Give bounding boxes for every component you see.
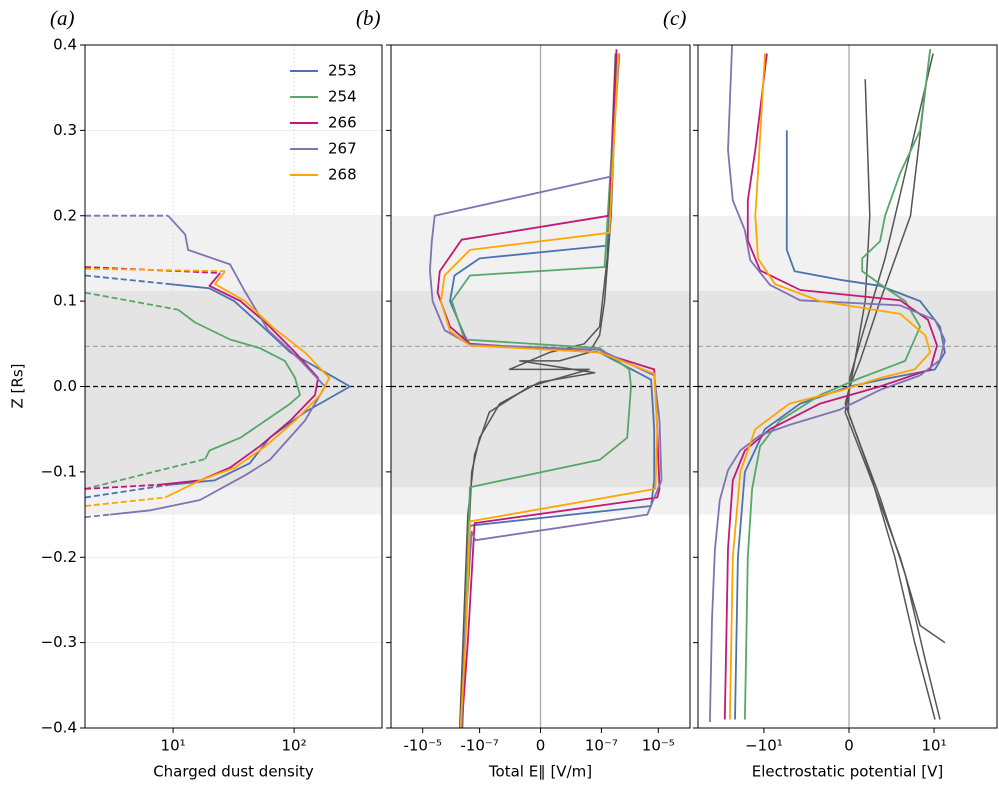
x-axis-label: Electrostatic potential [V] [752,763,943,781]
panel-title: (b) [356,6,381,30]
x-tick-label: 10¹ [921,737,946,755]
legend-label: 268 [328,166,357,184]
x-tick-label: 0 [844,737,854,755]
legend-label: 253 [328,62,357,80]
y-axis-label: Z [Rs] [9,364,27,409]
x-tick-label: 10² [282,737,307,755]
y-tick-label: 0.0 [53,377,77,395]
x-tick-label: 10¹ [161,737,186,755]
reference-curve [458,53,617,729]
series-dashed-line [84,513,110,518]
series-dashed-line [84,267,226,273]
series-line [159,272,319,486]
y-tick-label: 0.1 [53,292,77,310]
y-tick-label: −0.3 [41,633,77,651]
series-dashed-line [84,274,170,285]
y-tick-label: −0.4 [41,719,77,737]
legend-label: 254 [328,88,357,106]
series-dashed-line [84,496,166,507]
series-dashed-line [84,291,179,311]
legend-label: 267 [328,140,357,158]
x-axis-label: Charged dust density [153,763,314,781]
series-dashed-line [84,483,170,499]
series-line [729,53,932,720]
reference-curve [844,79,946,644]
x-tick-label: 10⁻⁵ [642,737,675,755]
panel-title: (c) [663,6,686,30]
series-line [164,270,331,499]
x-tick-label: 10⁻⁷ [585,737,618,755]
legend-label: 266 [328,114,357,132]
y-tick-label: 0.4 [53,36,77,54]
y-tick-label: −0.1 [41,462,77,480]
x-tick-label: 0 [536,737,546,755]
y-tick-label: 0.2 [53,206,77,224]
series-line [440,53,659,729]
series-dashed-line [84,483,161,490]
y-tick-label: −0.2 [41,548,77,566]
series-line [744,49,932,720]
y-tick-label: 0.3 [53,121,77,139]
series-line [709,44,946,723]
series-dashed-line [84,458,206,490]
series-line [177,308,301,460]
series-line [169,283,351,486]
series-line [109,215,326,516]
x-tick-label: −10¹ [745,737,783,755]
series-line [429,53,663,729]
series-line [723,53,938,720]
x-tick-label: -10⁻⁵ [403,737,441,755]
x-tick-label: -10⁻⁷ [460,737,498,755]
panel-title: (a) [50,6,75,30]
shaded-band [85,290,382,488]
x-axis-label: Total E∥ [V/m] [488,763,592,781]
